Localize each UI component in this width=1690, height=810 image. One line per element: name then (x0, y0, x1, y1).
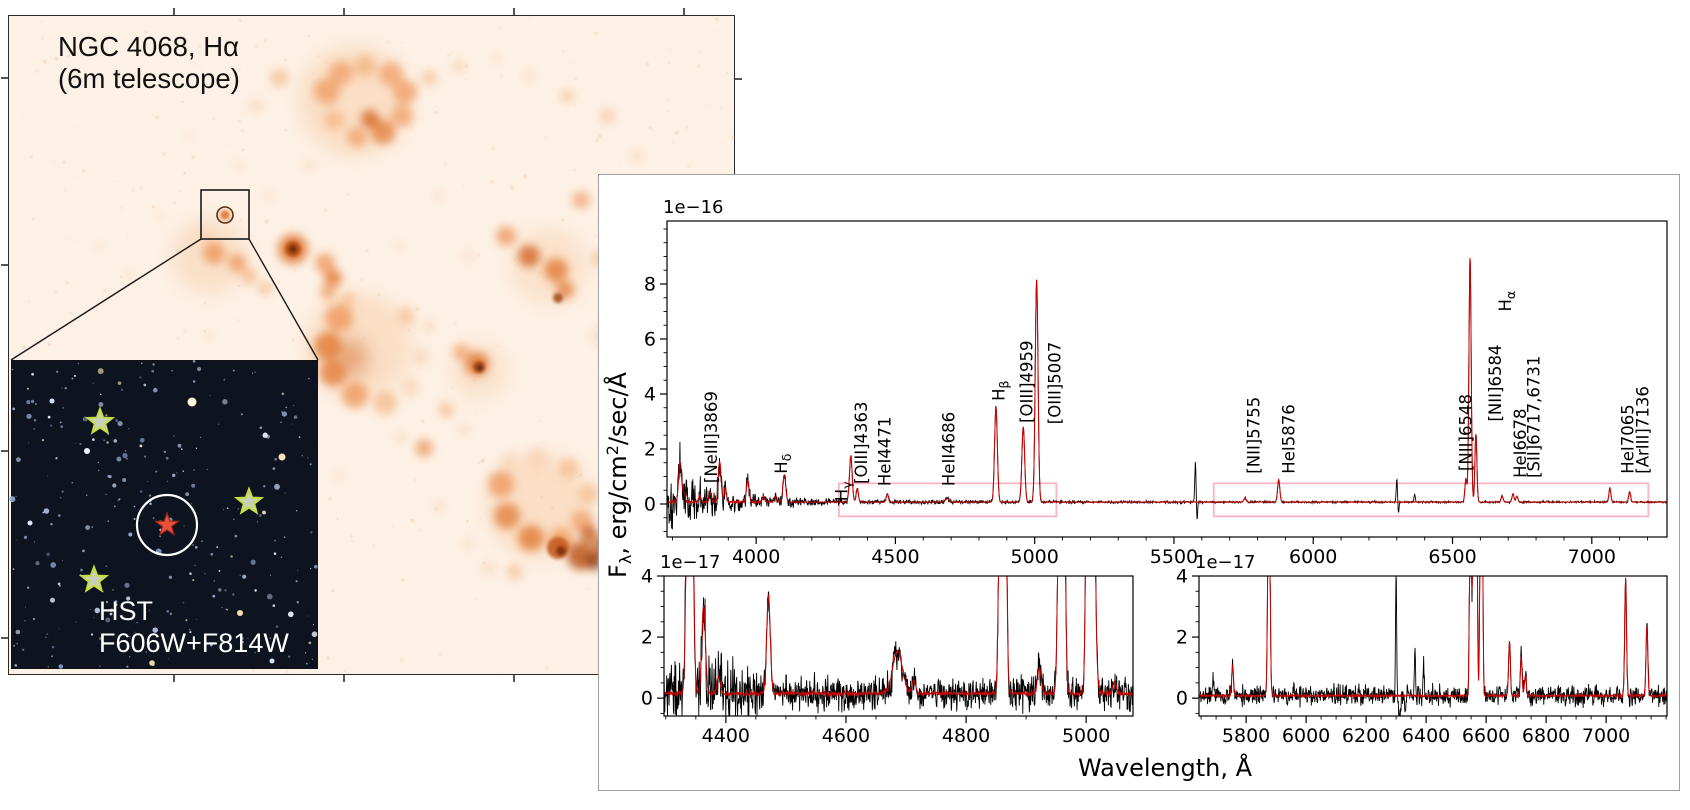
zoom_blue-x-tick-label: 5000 (1062, 725, 1110, 747)
zoom_red-x-tick-label: 6200 (1342, 725, 1390, 747)
main-axes-frame (666, 220, 1668, 538)
image-subtitle: (6m telescope) (58, 63, 240, 94)
target-source-circle (216, 206, 234, 224)
emission-line-label: HeI6678 (1511, 408, 1530, 477)
emission-line-label: [NII]6584 (1486, 345, 1505, 422)
main-y-tick-label: 6 (644, 328, 656, 350)
zoom_red-x-tick-label: 5800 (1222, 725, 1270, 747)
starfield (9, 359, 318, 669)
zoom_red-x-tick-label: 7000 (1582, 725, 1630, 747)
zoom_red-x-tick-label: 6600 (1462, 725, 1510, 747)
zoom_red-x-tick-label: 6800 (1522, 725, 1570, 747)
main-offset-label: 1e−16 (663, 197, 724, 218)
emission-line-label: HeI7065 (1618, 404, 1637, 473)
zoom_blue-axes-frame (663, 575, 1134, 717)
main-y-tick-label: 2 (644, 438, 656, 460)
zoom_blue-x-tick-label: 4400 (702, 725, 750, 747)
emission-line-label: Hα (1496, 291, 1518, 312)
zoom-connector-left (10, 238, 202, 361)
main-x-tick-label: 4500 (871, 546, 919, 568)
inset-label-line1: HST (99, 596, 153, 626)
zoom_red-y-tick-label: 4 (1176, 566, 1188, 588)
main-x-tick-label: 4000 (732, 546, 780, 568)
emission-line-label: [NII]6548 (1456, 394, 1475, 471)
zoom_red-y-tick-label: 2 (1176, 627, 1188, 649)
image-title: NGC 4068, Hα (58, 31, 239, 62)
emission-line-label: Hδ (772, 454, 794, 474)
main-x-tick-label: 5000 (1011, 546, 1059, 568)
main-x-tick-label: 7000 (1568, 546, 1616, 568)
zoom_red-model-spectrum (1199, 576, 1667, 700)
main-x-tick-label: 6500 (1428, 546, 1476, 568)
zoom_red-axes-frame (1198, 575, 1668, 717)
main-model-spectrum (667, 257, 1667, 505)
zoom_blue-y-tick-label: 2 (641, 627, 653, 649)
spectrum-plot: 4000 4500 5000 5500 6000 6500 7000024681e−1644… (603, 197, 1668, 782)
emission-line-label: Hγ (832, 481, 854, 501)
main-y-tick-label: 8 (644, 273, 656, 295)
y-axis-label: Fλ​, erg/cm2​/sec/Å (603, 371, 635, 577)
emission-line-label: Hβ (990, 380, 1012, 400)
main-x-tick-label: 5500 (1150, 546, 1198, 568)
star-marker-candidate (233, 486, 265, 515)
emission-line-label: [NII]5755 (1245, 397, 1264, 474)
zoom_blue-y-tick-label: 4 (641, 566, 653, 588)
hst-inset-panel: HST F606W+F814W (9, 359, 318, 669)
star-markers (78, 406, 265, 593)
zoom_blue-x-tick-label: 4600 (822, 725, 870, 747)
hst-image: HST F606W+F814W (9, 359, 318, 669)
image-axis-ticks (1, 8, 742, 682)
inset-label-line2: F606W+F814W (99, 628, 289, 658)
emission-line-label: [OIII]5007 (1046, 342, 1065, 424)
zoom-connector-right (248, 238, 319, 361)
emission-line-label: [NeIII]3869 (702, 391, 721, 483)
zoom_blue-offset-label: 1e−17 (660, 552, 721, 573)
target-circle (135, 493, 199, 557)
zoom_blue-model-spectrum (664, 576, 1133, 698)
emission-line-label: [OIII]4363 (852, 401, 871, 483)
main-y-tick-label: 0 (644, 493, 656, 515)
zoom_blue-x-tick-label: 4800 (942, 725, 990, 747)
main-y-tick-label: 4 (644, 383, 656, 405)
star-marker-target (153, 511, 181, 537)
zoom-region-indicator (1212, 482, 1650, 518)
star-marker-candidate (78, 564, 110, 593)
zoom_red-offset-label: 1e−17 (1195, 552, 1256, 573)
zoom_blue-observed-spectrum (664, 576, 1133, 716)
x-axis-label: Wavelength, Å (1078, 753, 1253, 782)
spectrum-figure: 4000 4500 5000 5500 6000 6500 7000 0 2 4 6 8 1e−16 44… (598, 174, 1680, 791)
emission-line-label: HeI5876 (1280, 404, 1299, 473)
zoom_red-x-tick-label: 6000 (1282, 725, 1330, 747)
zoom_red-y-tick-label: 0 (1176, 688, 1188, 710)
zoom_blue-y-tick-label: 0 (641, 688, 653, 710)
star-marker-candidate (84, 406, 116, 435)
hii-region-blobs (95, 46, 644, 580)
emission-line-label: [OIII]4959 (1017, 340, 1036, 422)
zoom-region-indicator (837, 482, 1058, 518)
emission-line-label: HeI4471 (875, 417, 894, 486)
emission-line-label: [ArIII]7136 (1634, 386, 1653, 474)
main-x-tick-label: 6000 (1289, 546, 1337, 568)
emission-line-label: [SII]6717,6731 (1524, 356, 1543, 478)
emission-line-label: HeII4686 (939, 412, 958, 486)
zoom-region-box (200, 189, 250, 240)
zoom_red-x-tick-label: 6400 (1402, 725, 1450, 747)
